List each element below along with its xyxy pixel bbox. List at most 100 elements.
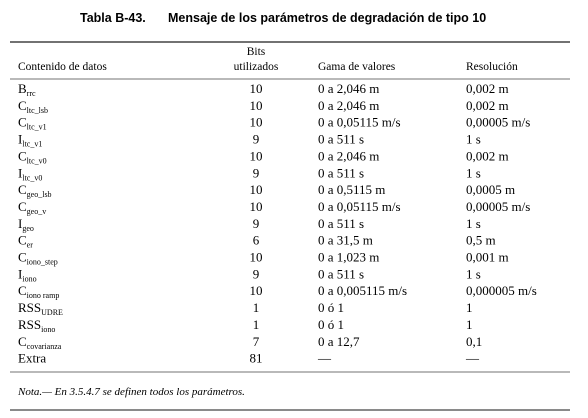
cell: 1 s — [466, 266, 481, 281]
cell: 0,1 — [466, 334, 482, 349]
name-sub: iono — [22, 274, 36, 283]
name-sub: iono — [41, 325, 55, 334]
name-sub: rrc — [27, 89, 36, 98]
data-name-cell: RSSUDRE — [18, 300, 63, 317]
name-sub: ltc_v1 — [27, 123, 47, 132]
cell: 10 — [250, 250, 263, 265]
cell: 1 — [253, 317, 260, 332]
name-sub: geo_v — [27, 207, 47, 216]
column-header: Contenido de datos — [18, 61, 107, 73]
name-main: C — [18, 148, 27, 163]
cell: 0 a 0,5115 m — [318, 182, 385, 197]
cell: — — [317, 351, 332, 366]
name-main: RSS — [18, 300, 41, 315]
cell: 10 — [250, 115, 263, 130]
cell: 0 a 2,046 m — [318, 148, 379, 163]
cell: 0 a 0,05115 m/s — [318, 199, 401, 214]
cell: 0 a 1,023 m — [318, 250, 379, 265]
name-main: C — [18, 98, 27, 113]
cell: 1 — [466, 300, 473, 315]
cell: 0 a 511 s — [318, 132, 364, 147]
cell: 0,00005 m/s — [466, 199, 530, 214]
cell: 0 ó 1 — [318, 300, 344, 315]
name-main: C — [18, 115, 27, 130]
name-main: C — [18, 182, 27, 197]
name-main: I — [18, 216, 22, 231]
cell: 0 a 511 s — [318, 266, 364, 281]
name-main: I — [18, 132, 22, 147]
note: Nota.— En 3.5.4.7 se definen todos los p… — [17, 386, 245, 398]
data-name-cell: Iltc_v0 — [18, 165, 42, 182]
cell: 7 — [253, 334, 260, 349]
cell: 10 — [250, 283, 263, 298]
data-name-cell: Cer — [18, 233, 33, 250]
cell: — — [465, 351, 480, 366]
cell: 6 — [253, 233, 260, 248]
name-sub: ltc_v0 — [22, 173, 42, 182]
name-main: C — [18, 233, 27, 248]
cell: 10 — [250, 81, 263, 96]
cell: 0 a 31,5 m — [318, 233, 373, 248]
cell: 81 — [250, 351, 263, 366]
data-name-cell: Iltc_v1 — [18, 132, 42, 149]
name-sub: ltc_v0 — [27, 156, 47, 165]
data-name-cell: Igeo — [18, 216, 34, 233]
cell: 0 ó 1 — [318, 317, 344, 332]
name-sub: iono_step — [27, 258, 58, 267]
cell: 1 s — [466, 132, 481, 147]
name-sub: geo — [22, 224, 34, 233]
data-name-cell: Extra — [18, 351, 46, 366]
name-main: C — [18, 199, 27, 214]
name-main: C — [18, 334, 27, 349]
cell: 1 s — [466, 165, 481, 180]
cell: 10 — [250, 182, 263, 197]
data-name-cell: Brrc — [18, 81, 36, 98]
column-header: Bits — [247, 46, 266, 58]
data-name-cell: Ciono_step — [18, 250, 58, 267]
data-name-cell: Cgeo_lsb — [18, 182, 52, 199]
cell: 0 a 2,046 m — [318, 98, 379, 113]
name-main: I — [18, 266, 22, 281]
cell: 0 a 0,05115 m/s — [318, 115, 401, 130]
name-main: B — [18, 81, 27, 96]
cell: 10 — [250, 148, 263, 163]
cell: 0,001 m — [466, 250, 509, 265]
data-name-cell: Ccovarianza — [18, 334, 62, 351]
cell: 9 — [253, 132, 260, 147]
cell: 9 — [253, 266, 260, 281]
data-name-cell: Cltc_v1 — [18, 115, 47, 132]
column-header: utilizados — [234, 61, 279, 73]
name-main: Extra — [18, 351, 46, 366]
cell: 10 — [250, 199, 263, 214]
cell: 0 a 0,005115 m/s — [318, 283, 407, 298]
name-main: C — [18, 250, 27, 265]
cell: 0 a 2,046 m — [318, 81, 379, 96]
cell: 1 s — [466, 216, 481, 231]
data-name-cell: RSSiono — [18, 317, 55, 334]
cell: 0,000005 m/s — [466, 283, 537, 298]
cell: 10 — [250, 98, 263, 113]
cell: 0 a 511 s — [318, 165, 364, 180]
cell: 0,002 m — [466, 81, 509, 96]
table-number: Tabla B-43. — [80, 11, 146, 25]
cell: 0,5 m — [466, 233, 496, 248]
name-main: C — [18, 283, 27, 298]
name-sub: ltc_lsb — [27, 106, 48, 115]
cell: 9 — [253, 165, 260, 180]
data-name-cell: Cltc_v0 — [18, 148, 47, 165]
cell: 0,00005 m/s — [466, 115, 530, 130]
column-header: Resolución — [466, 61, 518, 73]
cell: 1 — [466, 317, 473, 332]
data-name-cell: Cgeo_v — [18, 199, 46, 216]
cell: 9 — [253, 216, 260, 231]
name-sub: UDRE — [41, 308, 63, 317]
table-title: Mensaje de los parámetros de degradación… — [168, 11, 486, 25]
name-main: I — [18, 165, 22, 180]
data-name-cell: Ciono ramp — [18, 283, 59, 300]
data-name-cell: Iiono — [18, 266, 37, 283]
column-header: Gama de valores — [318, 61, 396, 73]
cell: 0 a 511 s — [318, 216, 364, 231]
cell: 0,002 m — [466, 148, 509, 163]
name-main: RSS — [18, 317, 41, 332]
